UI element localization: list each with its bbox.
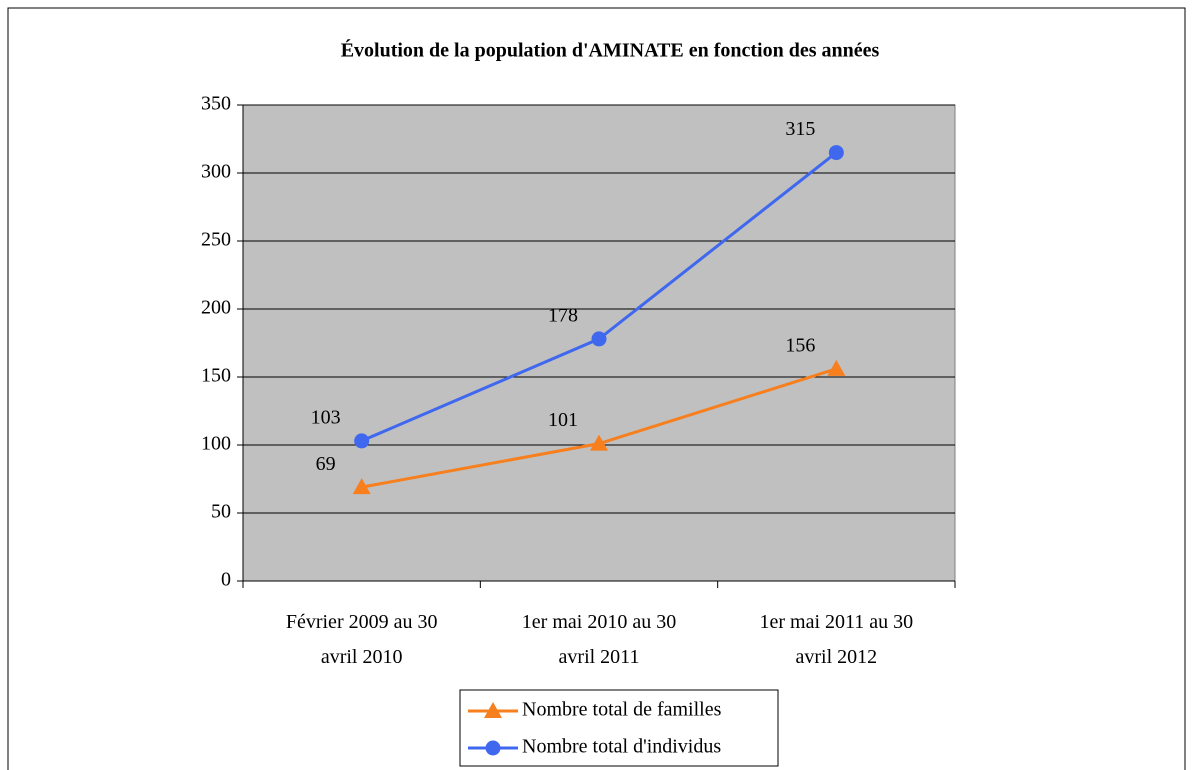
data-label: 103 [311,407,341,429]
x-tick-label-line: 1er mai 2010 au 30 [522,611,676,633]
y-tick-label: 350 [201,93,231,115]
legend-box [459,689,779,767]
data-label: 178 [548,305,578,327]
x-tick-label: Février 2009 au 30 avril 2010 [286,611,438,668]
marker [827,359,846,376]
x-tick-label-line: Février 2009 au 30 [286,611,438,633]
chart-title: Évolution de la population d'AMINATE en … [341,39,880,62]
y-tick-label: 150 [201,365,231,387]
marker [354,433,370,449]
marker [590,434,608,451]
data-label: 156 [785,334,815,356]
legend-label: Nombre total de familles [522,699,722,721]
data-label: 101 [548,409,578,431]
y-tick-label: 200 [201,297,231,319]
y-tick-label: 250 [201,229,231,251]
x-tick-label-line: 1er mai 2011 au 30 [759,611,913,633]
y-tick-label: 50 [211,501,231,523]
legend-label: Nombre total d'individus [522,736,721,758]
y-tick-label: 100 [201,433,231,455]
x-tick-label-line: avril 2011 [559,646,640,668]
y-tick-label: 300 [201,161,231,183]
x-tick-label-line: avril 2010 [321,646,403,668]
marker [828,145,844,161]
marker [484,702,502,718]
data-label: 315 [785,118,815,140]
data-label: 69 [316,453,336,475]
marker [352,478,371,495]
x-tick-label: 1er mai 2011 au 30 avril 2012 [759,611,913,668]
marker [485,740,501,756]
x-tick-label: 1er mai 2010 au 30 avril 2011 [522,611,676,668]
y-tick-label: 0 [221,569,231,591]
chart-frame [7,7,1186,770]
x-tick-label-line: avril 2012 [796,646,878,668]
marker [591,331,607,347]
